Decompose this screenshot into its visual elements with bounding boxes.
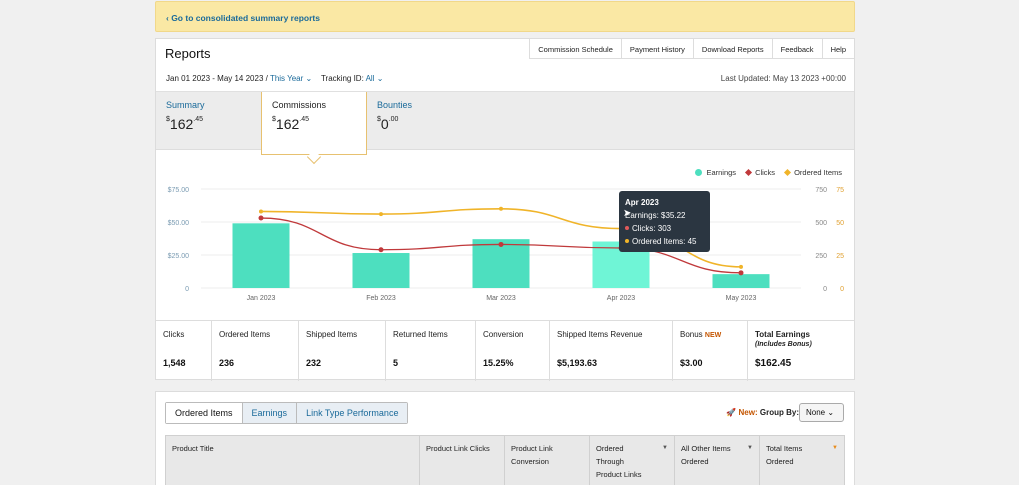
y-right-clicks-tick-label: 750 xyxy=(815,187,827,194)
tracking-label: Tracking ID: xyxy=(320,74,364,83)
tooltip-earnings: Earnings: $35.22 xyxy=(625,211,686,220)
legend-earnings[interactable]: Earnings xyxy=(695,168,736,177)
nav-download-reports[interactable]: Download Reports xyxy=(693,39,773,59)
point-ordered-1 xyxy=(379,212,383,217)
x-tick-label: Mar 2023 xyxy=(486,295,516,302)
x-tick-label: Apr 2023 xyxy=(607,295,636,302)
point-clicks-1 xyxy=(378,247,384,253)
y-left-tick-label: $75.00 xyxy=(168,187,190,194)
tooltip-ordered-row: Ordered Items: 45 xyxy=(625,235,704,248)
tab-commissions-value: $162.45 xyxy=(272,116,309,132)
col-product-title[interactable]: Product Title xyxy=(166,436,420,485)
group-by-select[interactable]: None ⌄ xyxy=(799,403,844,422)
tab-bounties-label: Bounties xyxy=(377,100,413,110)
rocket-icon: 🚀 xyxy=(726,408,737,417)
stats-row: Clicks 1,548 Ordered Items 236 Shipped Ite… xyxy=(156,320,854,381)
tab-bounties-value: $0.00 xyxy=(377,116,399,132)
bar-earnings-2 xyxy=(472,239,530,288)
mouse-pointer-icon: ➤ xyxy=(623,208,632,219)
point-ordered-2 xyxy=(499,206,503,211)
x-tick-label: Jan 2023 xyxy=(247,295,276,302)
tab-commissions-label: Commissions xyxy=(272,100,327,110)
tab-bounties[interactable]: Bounties $0.00 xyxy=(367,92,472,151)
x-tick-label: Feb 2023 xyxy=(366,295,396,302)
detail-card: Ordered Items Earnings Link Type Perform… xyxy=(155,391,855,485)
sort-icon: ▼ xyxy=(662,445,668,451)
nav-feedback[interactable]: Feedback xyxy=(772,39,823,59)
col-product-link-conversion[interactable]: Product Link Conversion xyxy=(505,436,590,485)
tab-summary-label: Summary xyxy=(166,100,205,110)
y-right-items-tick-label: 0 xyxy=(840,286,844,293)
date-filter-row: Jan 01 2023 - May 14 2023 / This Year ⌄ … xyxy=(166,74,383,83)
y-right-items-tick-label: 25 xyxy=(836,253,844,260)
y-right-clicks-tick-label: 250 xyxy=(815,253,827,260)
clicks-swatch xyxy=(745,168,753,177)
y-left-tick-label: $25.00 xyxy=(168,253,190,260)
point-clicks-4 xyxy=(738,270,744,276)
reports-card: Reports Commission Schedule Payment Hist… xyxy=(155,38,855,381)
col-product-link-clicks[interactable]: Product Link Clicks xyxy=(420,436,505,485)
tooltip-clicks-row: Clicks: 303 xyxy=(625,222,704,235)
stat-bonus: Bonus NEW $3.00 xyxy=(673,321,748,381)
chart-legend: Earnings Clicks Ordered Items xyxy=(695,168,842,177)
x-tick-label: May 2023 xyxy=(726,295,757,302)
group-by-label: 🚀 New: Group By: xyxy=(726,408,799,417)
sort-icon: ▼ xyxy=(747,445,753,451)
y-right-items-tick-label: 50 xyxy=(836,220,844,227)
stat-shipped-items: Shipped Items 232 xyxy=(299,321,386,381)
top-nav: Commission Schedule Payment History Down… xyxy=(529,39,854,59)
tracking-dropdown[interactable]: All ⌄ xyxy=(365,74,384,83)
detail-tabs: Ordered Items Earnings Link Type Perform… xyxy=(165,402,409,424)
bar-earnings-0 xyxy=(232,223,290,288)
ordered-swatch xyxy=(784,168,792,177)
point-clicks-2 xyxy=(498,241,504,247)
nav-help[interactable]: Help xyxy=(822,39,854,59)
earnings-chart[interactable]: $75.00 750 75$50.00 500 50$25.00 250 250 0 0Jan … xyxy=(156,177,854,307)
table-header: Product Title Product Link Clicks Produc… xyxy=(165,435,845,485)
y-right-clicks-tick-label: 0 xyxy=(823,286,827,293)
tab-summary[interactable]: Summary $162.45 xyxy=(156,92,261,151)
stat-clicks: Clicks 1,548 xyxy=(156,321,212,381)
tab-ordered-items[interactable]: Ordered Items xyxy=(166,403,243,423)
consolidated-banner: ‹ Go to consolidated summary reports xyxy=(155,1,855,32)
tooltip-title: Apr 2023 xyxy=(625,198,659,207)
point-clicks-0 xyxy=(258,215,264,221)
chart-tooltip: Apr 2023 Earnings: $35.22 Clicks: 303 Or… xyxy=(619,191,710,252)
summary-tabs: Summary $162.45 Commissions $162.45 Boun… xyxy=(156,91,854,155)
y-right-items-tick-label: 75 xyxy=(836,187,844,194)
range-dropdown[interactable]: This Year ⌄ xyxy=(269,74,313,83)
new-badge: NEW xyxy=(704,332,722,339)
point-ordered-0 xyxy=(259,209,263,214)
tab-summary-value: $162.45 xyxy=(166,116,203,132)
stat-conversion: Conversion 15.25% xyxy=(476,321,550,381)
consolidated-summary-link[interactable]: ‹ Go to consolidated summary reports xyxy=(166,13,320,23)
date-range: Jan 01 2023 - May 14 2023 / xyxy=(166,74,268,83)
tab-link-type-performance[interactable]: Link Type Performance xyxy=(297,403,408,423)
tab-earnings[interactable]: Earnings xyxy=(242,403,298,423)
col-all-other-items[interactable]: All Other Items Ordered ▼ xyxy=(675,436,760,485)
tab-commissions[interactable]: Commissions $162.45 xyxy=(261,92,367,155)
y-left-tick-label: 0 xyxy=(185,286,189,293)
sort-active-icon: ▼ xyxy=(832,445,838,451)
bar-earnings-1 xyxy=(352,253,410,288)
chevron-down-icon: ⌄ xyxy=(827,408,835,417)
nav-commission-schedule[interactable]: Commission Schedule xyxy=(530,39,622,59)
legend-ordered-items[interactable]: Ordered Items xyxy=(784,168,842,177)
stat-shipped-revenue: Shipped Items Revenue $5,193.63 xyxy=(550,321,673,381)
stat-total-earnings: Total Earnings (Includes Bonus) $162.45 xyxy=(755,330,812,369)
point-ordered-4 xyxy=(739,264,743,269)
last-updated: Last Updated: May 13 2023 +00:00 xyxy=(720,74,846,83)
page-title: Reports xyxy=(165,46,211,61)
col-ordered-through-links[interactable]: Ordered Through Product Links ▼ xyxy=(590,436,675,485)
y-right-clicks-tick-label: 500 xyxy=(815,220,827,227)
col-total-items-ordered[interactable]: Total Items Ordered ▼ xyxy=(766,444,838,466)
legend-clicks[interactable]: Clicks xyxy=(745,168,775,177)
stat-ordered-items: Ordered Items 236 xyxy=(212,321,299,381)
y-left-tick-label: $50.00 xyxy=(168,220,190,227)
earnings-swatch xyxy=(695,169,703,176)
nav-payment-history[interactable]: Payment History xyxy=(621,39,694,59)
stat-returned-items: Returned Items 5 xyxy=(386,321,476,381)
bar-earnings-4 xyxy=(712,274,770,288)
